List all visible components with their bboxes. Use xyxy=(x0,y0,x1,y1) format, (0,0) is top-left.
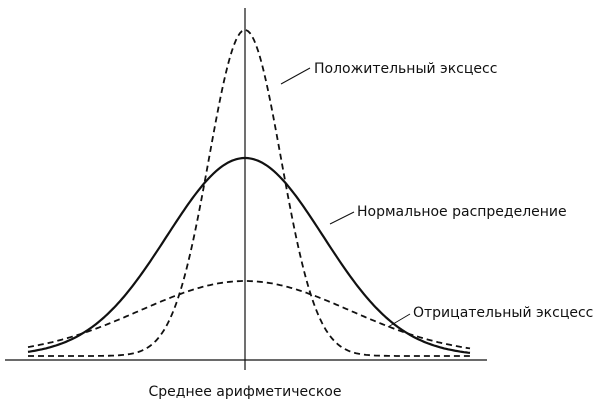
normal-curve xyxy=(27,156,471,354)
positive-label: Положительный эксцесс xyxy=(314,61,497,77)
curves xyxy=(27,29,471,357)
leader-line xyxy=(387,313,411,328)
positive-kurtosis-curve xyxy=(28,29,470,357)
leader-line xyxy=(329,211,355,225)
leader-line xyxy=(280,67,311,85)
normal-label: Нормальное распределение xyxy=(357,204,567,220)
negative-label: Отрицательный эксцесс xyxy=(413,305,593,321)
negative-kurtosis-curve xyxy=(27,280,471,350)
mean-label: Среднее арифметическое xyxy=(149,384,342,400)
